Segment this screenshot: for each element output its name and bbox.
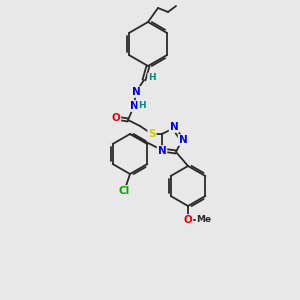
Text: N: N <box>132 87 140 97</box>
Text: N: N <box>178 135 188 145</box>
Text: O: O <box>112 113 120 123</box>
Text: H: H <box>148 74 156 82</box>
Text: N: N <box>130 101 138 111</box>
Text: Me: Me <box>196 215 211 224</box>
Text: H: H <box>138 101 146 110</box>
Text: Cl: Cl <box>118 186 130 196</box>
Text: S: S <box>148 129 156 139</box>
Text: N: N <box>158 146 166 156</box>
Text: O: O <box>184 215 192 225</box>
Text: N: N <box>169 122 178 132</box>
